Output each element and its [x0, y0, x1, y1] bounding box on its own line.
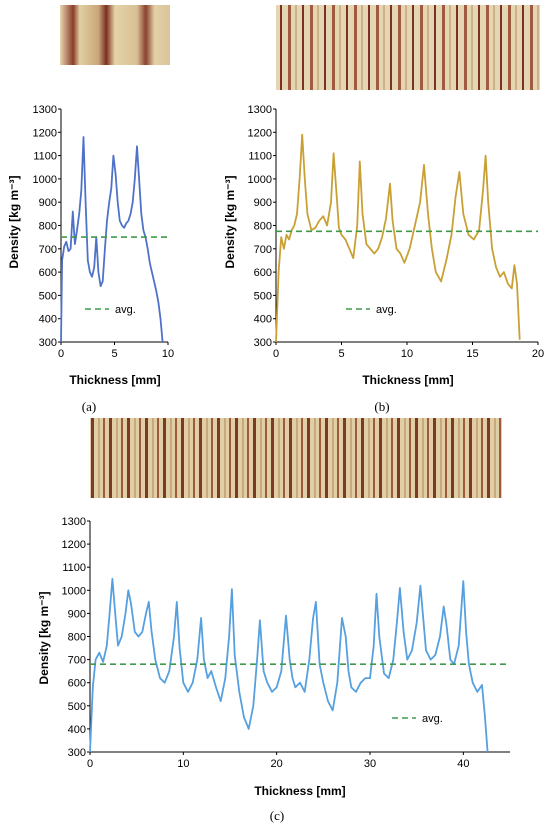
y-tick-label: 1200 — [33, 127, 57, 139]
y-tick-label: 500 — [39, 290, 57, 302]
x-tick-label: 20 — [271, 758, 283, 770]
y-tick-label: 600 — [39, 267, 57, 279]
y-tick-label: 700 — [39, 244, 57, 256]
panel-caption-b: (b) — [374, 399, 389, 414]
y-tick-label: 400 — [39, 314, 57, 326]
x-axis-label-a: Thickness [mm] — [69, 373, 160, 387]
density-profile-line — [89, 577, 489, 753]
x-tick-label: 15 — [466, 348, 478, 360]
y-tick-label: 900 — [39, 197, 57, 209]
y-tick-label: 300 — [68, 747, 86, 759]
y-tick-label: 1000 — [248, 174, 272, 186]
y-tick-label: 1300 — [33, 104, 57, 116]
y-tick-label: 1100 — [248, 151, 272, 163]
y-tick-label: 1200 — [62, 539, 86, 551]
x-axis-label-c: Thickness [mm] — [254, 784, 345, 798]
y-axis-label-a: Density [kg m⁻³] — [7, 175, 21, 268]
y-tick-label: 800 — [254, 221, 272, 233]
density-profile-line — [275, 133, 521, 343]
y-tick-label: 500 — [68, 701, 86, 713]
panel-a: Density [kg m⁻³] Thickness [mm] (a) 300 4… — [7, 104, 174, 414]
y-tick-label: 800 — [39, 221, 57, 233]
y-tick-label: 500 — [254, 290, 272, 302]
specimen-photo-b — [276, 5, 540, 90]
y-tick-label: 700 — [254, 244, 272, 256]
y-axis-label-b: Density [kg m⁻³] — [223, 175, 237, 268]
density-profile-line — [60, 136, 164, 343]
y-tick-label: 400 — [254, 314, 272, 326]
specimen-photo-c — [90, 418, 502, 498]
x-tick-label: 0 — [87, 758, 93, 770]
y-tick-label: 900 — [254, 197, 272, 209]
y-tick-label: 600 — [68, 678, 86, 690]
x-tick-label: 0 — [273, 348, 279, 360]
x-tick-label: 30 — [364, 758, 376, 770]
x-tick-label: 5 — [111, 348, 117, 360]
specimen-photo-a — [60, 5, 170, 65]
y-tick-label: 400 — [68, 724, 86, 736]
y-tick-label: 900 — [68, 608, 86, 620]
panel-caption-a: (a) — [82, 399, 96, 414]
y-tick-label: 600 — [254, 267, 272, 279]
y-tick-label: 1200 — [248, 127, 272, 139]
x-axis-label-b: Thickness [mm] — [362, 373, 453, 387]
y-axis-label-c: Density [kg m⁻³] — [37, 591, 51, 684]
x-tick-label: 0 — [58, 348, 64, 360]
y-tick-label: 300 — [254, 337, 272, 349]
legend-label: avg. — [376, 304, 397, 316]
y-tick-label: 1300 — [248, 104, 272, 116]
y-tick-label: 700 — [68, 655, 86, 667]
y-tick-label: 1300 — [62, 516, 86, 528]
x-tick-label: 5 — [338, 348, 344, 360]
panel-caption-c: (c) — [270, 808, 284, 823]
y-tick-label: 300 — [39, 337, 57, 349]
x-tick-label: 40 — [457, 758, 469, 770]
y-tick-label: 1000 — [33, 174, 57, 186]
y-tick-label: 1100 — [33, 151, 57, 163]
panel-c: Density [kg m⁻³] Thickness [mm] (c) 3004… — [37, 516, 510, 823]
legend-label: avg. — [422, 713, 443, 725]
x-tick-label: 10 — [162, 348, 174, 360]
legend-label: avg. — [115, 304, 136, 316]
x-tick-label: 20 — [532, 348, 544, 360]
panel-b: Density [kg m⁻³] Thickness [mm] (b) 300 4… — [223, 104, 544, 414]
y-tick-label: 800 — [68, 632, 86, 644]
x-tick-label: 10 — [177, 758, 189, 770]
y-tick-label: 1000 — [62, 585, 86, 597]
x-tick-label: 10 — [401, 348, 413, 360]
y-tick-label: 1100 — [62, 562, 86, 574]
